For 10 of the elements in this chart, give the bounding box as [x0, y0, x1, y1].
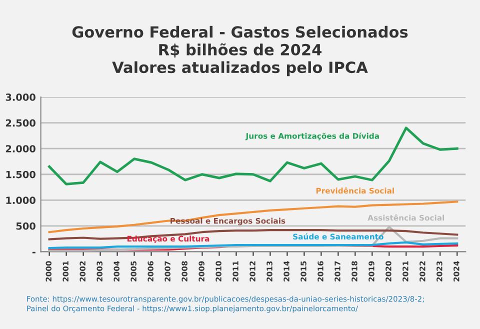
y-tick-label: 3.000 — [6, 94, 36, 101]
y-tick-label: 2.500 — [6, 119, 36, 127]
chart-title: Governo Federal - Gastos Selecionados R$ bilhões de 2024 Valores atualizados pelo IPCA — [72, 26, 408, 76]
y-tick-label: 500 — [16, 222, 36, 230]
y-tick-label: 1.500 — [6, 170, 36, 178]
y-tick-label: 1.000 — [6, 196, 36, 204]
y-tick-label: 2.000 — [6, 145, 36, 152]
line-series — [48, 200, 458, 234]
line-series — [48, 126, 458, 186]
y-tick-label: - — [32, 252, 36, 254]
